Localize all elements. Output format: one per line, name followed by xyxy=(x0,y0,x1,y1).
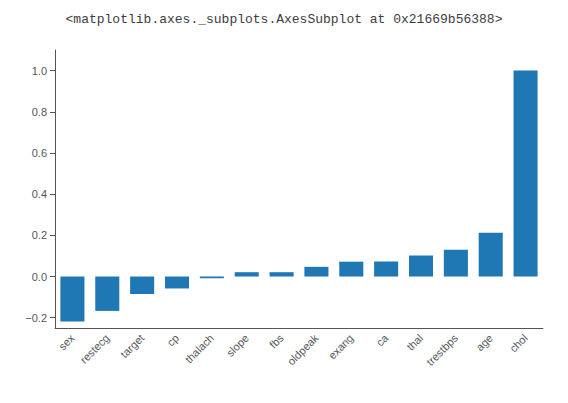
svg-text:chol: chol xyxy=(507,332,530,355)
svg-text:exang: exang xyxy=(326,332,356,362)
svg-text:<matplotlib.axes._subplots.Axe: <matplotlib.axes._subplots.AxesSubplot a… xyxy=(66,12,503,27)
svg-text:1.0: 1.0 xyxy=(32,65,47,77)
svg-text:sex: sex xyxy=(56,331,77,352)
svg-text:cp: cp xyxy=(165,332,182,349)
svg-text:0.6: 0.6 xyxy=(32,147,47,159)
svg-text:trestbps: trestbps xyxy=(424,331,460,367)
svg-text:restecg: restecg xyxy=(78,332,112,366)
svg-text:thal: thal xyxy=(404,332,425,353)
svg-text:age: age xyxy=(474,332,495,353)
svg-text:−0.2: −0.2 xyxy=(25,312,47,324)
svg-text:0.0: 0.0 xyxy=(32,271,47,283)
svg-text:oldpeak: oldpeak xyxy=(285,331,321,367)
svg-text:thalach: thalach xyxy=(183,332,217,366)
svg-text:ca: ca xyxy=(374,331,391,348)
svg-text:target: target xyxy=(118,332,146,360)
svg-text:0.8: 0.8 xyxy=(32,106,47,118)
svg-text:slope: slope xyxy=(224,332,251,359)
svg-text:fbs: fbs xyxy=(267,331,286,350)
svg-text:0.2: 0.2 xyxy=(32,229,47,241)
svg-text:0.4: 0.4 xyxy=(32,188,47,200)
